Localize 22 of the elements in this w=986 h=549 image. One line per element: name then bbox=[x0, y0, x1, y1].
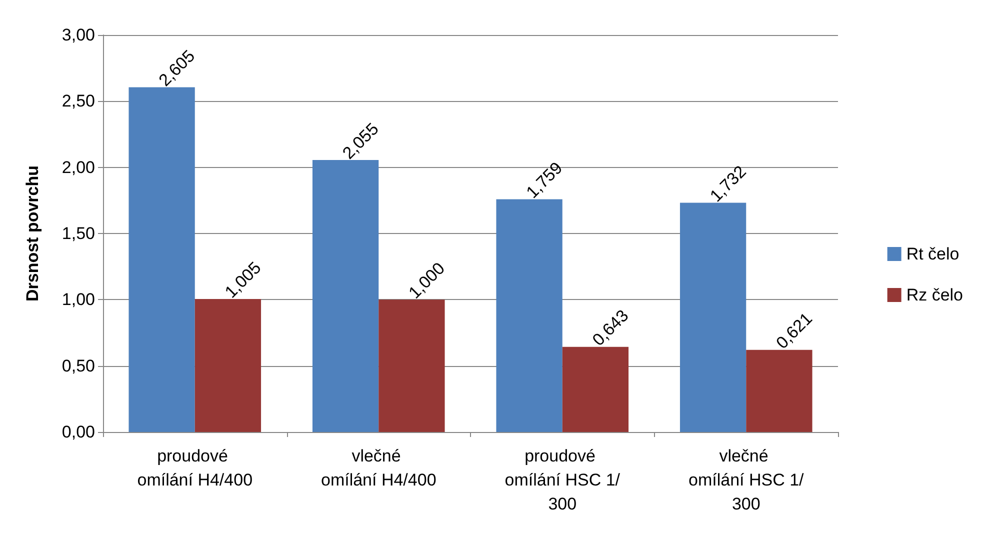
x-tick-label: vlečné omílání H4/400 bbox=[320, 446, 436, 490]
legend-label: Rz čelo bbox=[906, 286, 963, 304]
y-tick-label: 1,00 bbox=[62, 290, 95, 310]
y-tick-label: 1,50 bbox=[62, 224, 95, 243]
y-axis-title: Drsnost povrchu bbox=[23, 165, 42, 302]
x-tick-label: vlečné omílání HSC 1/300 bbox=[688, 446, 804, 514]
bar bbox=[746, 350, 812, 432]
bar bbox=[496, 199, 562, 432]
y-tick-label: 3,00 bbox=[62, 26, 95, 44]
bar bbox=[194, 299, 262, 432]
y-tick-label: 2,00 bbox=[62, 158, 95, 177]
y-tick-label: 0,00 bbox=[62, 422, 95, 442]
bar bbox=[562, 346, 629, 432]
y-tick-label: 2,50 bbox=[62, 92, 95, 111]
y-tick-label: 0,50 bbox=[62, 356, 95, 376]
bar bbox=[128, 87, 195, 432]
bar bbox=[378, 300, 445, 432]
x-tick-label: proudové omílání HSC 1/300 bbox=[504, 446, 620, 514]
bar bbox=[680, 202, 746, 432]
x-tick-label: proudové omílání H4/400 bbox=[137, 446, 253, 490]
legend-label: Rt čelo bbox=[906, 244, 960, 264]
bar bbox=[312, 160, 379, 432]
